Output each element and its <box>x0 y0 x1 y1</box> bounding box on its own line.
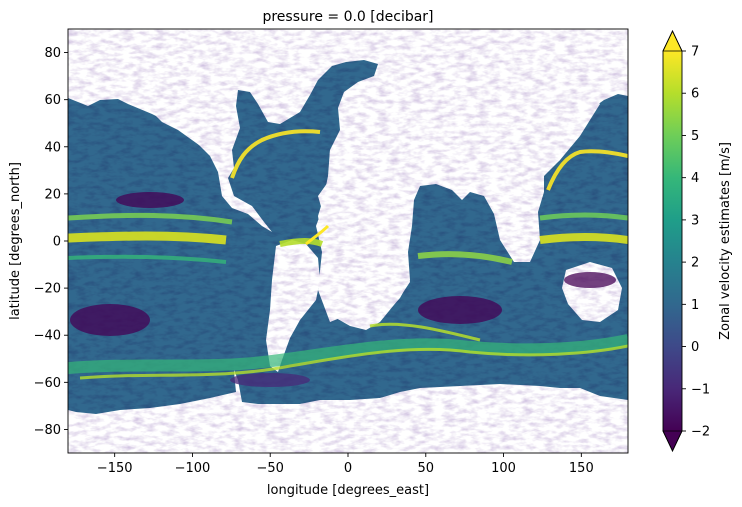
jet-pacific-main <box>68 231 227 245</box>
negative-zones <box>70 192 616 387</box>
jet-pacific-east <box>539 233 628 244</box>
y-axis: −80 −60 −40 −20 0 20 40 60 80 <box>34 46 68 438</box>
boundary-currents <box>230 129 628 342</box>
colorbar-tick-label: 4 <box>691 171 699 186</box>
field-texture <box>68 29 628 453</box>
kuroshio <box>546 149 628 191</box>
colorbar-tick-label: 6 <box>691 87 699 102</box>
jet-atlantic <box>279 238 324 247</box>
jet-pacific-east-north <box>539 212 628 221</box>
colorbar-tick-label: 5 <box>691 129 699 144</box>
colorbar-tick-label: −2 <box>691 425 710 440</box>
colorbar-tick-label: 7 <box>691 45 699 60</box>
colorbar-tick-label: 2 <box>691 256 699 271</box>
x-axis-label: longitude [degrees_east] <box>267 483 429 498</box>
y-tick-label: −40 <box>34 329 61 344</box>
velocity-field <box>68 29 628 453</box>
y-tick-label: 60 <box>44 93 61 108</box>
colorbar-tick-label: 3 <box>691 213 699 228</box>
x-tick-label: 150 <box>569 461 594 476</box>
brazil-current <box>305 224 330 246</box>
colorbar-tick-label: 1 <box>691 298 699 313</box>
jet-pacific-south <box>68 254 227 264</box>
x-tick-label: −50 <box>257 461 284 476</box>
x-tick-label: −150 <box>97 461 133 476</box>
y-tick-label: 80 <box>44 46 61 61</box>
negative-zone-3 <box>116 192 184 208</box>
chart-title: pressure = 0.0 [decibar] <box>262 9 433 25</box>
x-tick-label: −100 <box>175 461 211 476</box>
x-tick-label: 50 <box>418 461 435 476</box>
colorbar-gradient <box>663 51 682 431</box>
y-tick-label: −80 <box>34 423 61 438</box>
y-tick-label: 0 <box>53 235 61 250</box>
colorbar: −2 −1 0 1 2 3 4 5 6 7 Zonal velocity estimates [m… <box>662 29 733 453</box>
colorbar-extend-min <box>662 430 683 452</box>
negative-zone-5 <box>230 373 310 387</box>
gulf-stream <box>230 129 321 179</box>
acc-band <box>68 334 628 374</box>
x-tick-label: 100 <box>491 461 516 476</box>
negative-zone-4 <box>564 272 616 288</box>
jet-indian <box>417 251 513 265</box>
negative-zone-1 <box>70 304 150 336</box>
x-axis: −150 −100 −50 0 50 100 150 <box>97 453 594 476</box>
y-tick-label: 40 <box>44 140 61 155</box>
x-tick-label: 0 <box>344 461 352 476</box>
y-tick-label: −20 <box>34 282 61 297</box>
colorbar-tick-label: 0 <box>691 340 699 355</box>
colorbar-ticks: −2 −1 0 1 2 3 4 5 6 7 <box>682 45 710 440</box>
y-tick-label: −60 <box>34 376 61 391</box>
colorbar-tick-label: −1 <box>691 382 710 397</box>
negative-zone-2 <box>418 296 502 324</box>
jet-pacific-north <box>68 212 233 225</box>
circumpolar-current <box>68 334 628 380</box>
y-axis-label: latitude [degrees_north] <box>8 162 23 320</box>
colorbar-label: Zonal velocity estimates [m/s] <box>718 142 733 340</box>
colorbar-extend-max <box>662 30 683 52</box>
agulhas <box>369 322 481 342</box>
y-tick-label: 20 <box>44 187 61 202</box>
acc-core <box>79 344 628 380</box>
equatorial-jets <box>68 212 628 265</box>
